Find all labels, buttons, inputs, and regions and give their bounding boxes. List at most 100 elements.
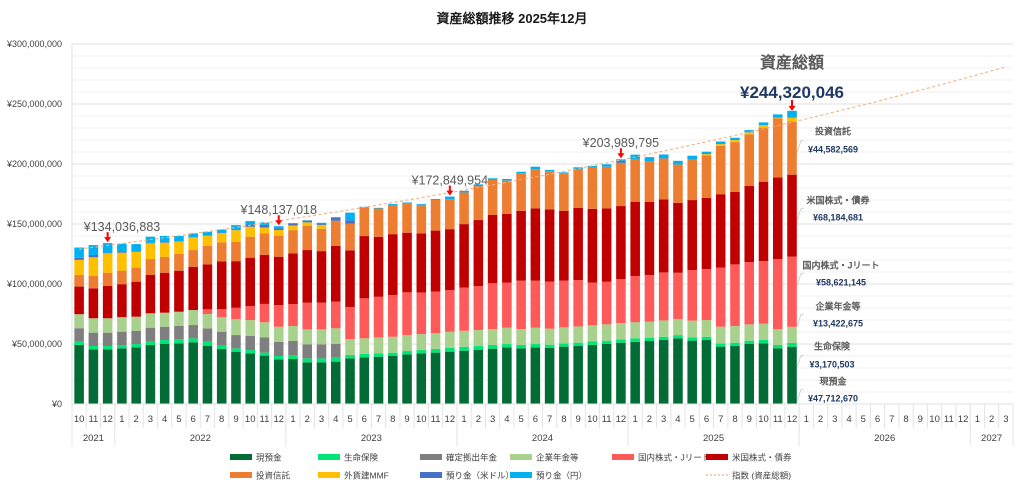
bar-segment: [673, 164, 683, 202]
bar-segment: [260, 255, 270, 304]
legend: 現預金生命保険確定拠出年金企業年金等国内株式・Jリート米国株式・債券投資信託外貨…: [230, 453, 792, 481]
leader-line: [797, 273, 804, 285]
bar-segment: [203, 309, 213, 314]
x-month-label: 3: [832, 414, 837, 425]
bar-segment: [360, 354, 370, 357]
x-month-label: 2: [476, 414, 481, 425]
bar-segment: [488, 283, 498, 329]
bar-segment: [531, 328, 541, 344]
bar-segment: [602, 167, 612, 209]
bar-segment: [787, 343, 797, 347]
bar-segment: [188, 250, 198, 267]
bar-segment: [103, 273, 113, 286]
bar-segment: [146, 243, 156, 244]
bar-segment: [302, 250, 312, 303]
bar-segment: [374, 337, 384, 353]
bar-segment: [474, 330, 484, 346]
bar-segment: [502, 214, 512, 283]
bar-segment: [188, 325, 198, 338]
bar-segment: [588, 166, 598, 168]
x-month-label: 5: [176, 414, 181, 425]
bar-segment: [117, 284, 127, 317]
leader-line: [797, 140, 804, 152]
bar-segment: [687, 337, 697, 340]
legend-label: 確定拠出年金: [446, 453, 498, 463]
x-month-label: 11: [431, 414, 441, 425]
bar-segment: [659, 337, 669, 340]
bar-segment: [488, 345, 498, 349]
bar-segment: [687, 156, 697, 159]
bar-segment: [331, 302, 341, 329]
bar-stack: [160, 236, 170, 404]
bar-segment: [588, 341, 598, 345]
bar-segment: [274, 230, 284, 236]
bar-stack: [787, 111, 797, 404]
bar-segment: [231, 348, 241, 351]
y-tick-label: ¥100,000,000: [6, 279, 62, 289]
x-month-label: 11: [602, 414, 612, 425]
y-tick-label: ¥150,000,000: [6, 219, 62, 229]
bar-segment: [417, 233, 427, 292]
bar-segment: [160, 340, 170, 344]
x-month-label: 12: [616, 414, 627, 425]
bar-segment: [488, 349, 498, 404]
bar-segment: [317, 344, 327, 358]
bar-segment: [474, 186, 484, 220]
bar-segment: [459, 351, 469, 404]
x-month-label: 4: [504, 414, 509, 425]
bar-segment: [602, 324, 612, 340]
bar-segment: [488, 215, 498, 283]
x-month-label: 9: [404, 414, 409, 425]
bar-segment: [231, 319, 241, 335]
breakdown-name: 米国株式・債券: [805, 195, 870, 206]
bar-segment: [445, 352, 455, 404]
x-month-label: 4: [675, 414, 680, 425]
breakdown-name: 投資信託: [815, 126, 851, 137]
bar-segment: [302, 344, 312, 358]
x-month-label: 1: [804, 414, 809, 425]
bar-stack: [231, 225, 241, 404]
bar-segment: [89, 318, 99, 332]
x-year-label: 2021: [83, 433, 104, 444]
bar-segment: [231, 261, 241, 308]
legend-label: 現預金: [256, 453, 282, 463]
bar-segment: [573, 169, 583, 208]
bar-segment: [360, 338, 370, 354]
legend-label: 米国株式・債券: [732, 453, 792, 463]
bar-segment: [488, 178, 498, 180]
bar-segment: [431, 292, 441, 334]
total-assets-label: 資産総額: [760, 53, 824, 72]
bar-segment: [388, 205, 398, 234]
bar-segment: [659, 158, 669, 199]
bar-stack: [573, 167, 583, 404]
legend-swatch: [420, 472, 442, 478]
bar-segment: [388, 295, 398, 337]
breakdown-value: ¥44,582,569: [808, 145, 858, 155]
bar-segment: [730, 140, 740, 142]
bar-segment: [203, 328, 213, 341]
bar-segment: [759, 261, 769, 324]
bar-stack: [545, 170, 555, 404]
bar-segment: [117, 348, 127, 404]
bar-segment: [245, 237, 255, 258]
breakdown-label: 生命保険¥3,170,503: [797, 341, 854, 370]
bar-segment: [659, 154, 669, 158]
bar-segment: [317, 329, 327, 344]
bar-segment: [131, 347, 141, 404]
bar-segment: [702, 154, 712, 155]
x-month-label: 6: [875, 414, 880, 425]
bar-segment: [103, 349, 113, 404]
bar-segment: [288, 341, 298, 355]
bar-segment: [744, 134, 754, 185]
bar-segment: [417, 334, 427, 350]
bar-segment: [773, 177, 783, 259]
bar-segment: [588, 209, 598, 283]
gridlines: [72, 44, 1013, 404]
bar-segment: [474, 220, 484, 286]
bar-segment: [531, 347, 541, 404]
bar-segment: [773, 259, 783, 329]
bar-segment: [274, 236, 284, 257]
bar-segment: [388, 204, 398, 205]
bar-segment: [730, 142, 740, 192]
y-tick-label: ¥50,000,000: [11, 339, 62, 349]
